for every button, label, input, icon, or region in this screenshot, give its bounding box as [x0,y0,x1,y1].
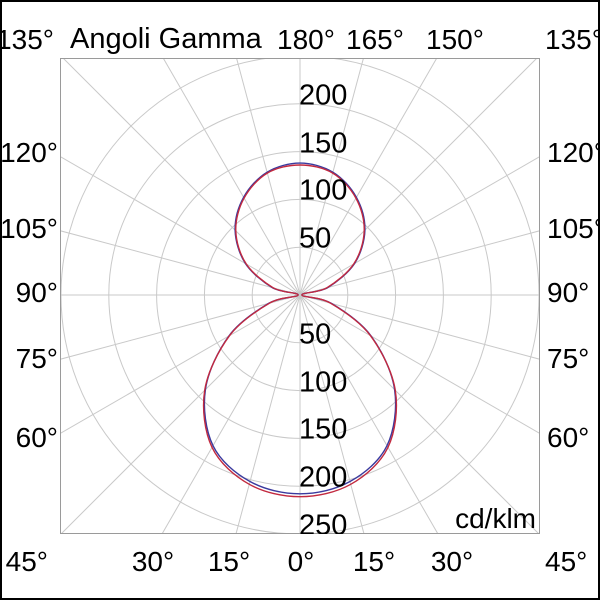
angle-tick-label: 15° [207,546,251,577]
polar-grid-and-curves [60,58,540,534]
radial-tick-label: 50 [299,222,332,255]
angle-tick-label: 90° [547,277,590,308]
angle-tick-label: 90° [15,277,58,308]
angle-tick-label: 165° [346,24,404,55]
plot-area: 250 200 150 100 50 50 100 150 200 250 cd/klm [60,58,540,534]
angle-tick-label: 15° [352,546,396,577]
unit-label: cd/klm [455,503,536,534]
chart-title: Angoli Gamma [70,23,262,55]
angle-tick-label: 120° [0,137,58,168]
angle-tick-label: 30° [430,546,474,577]
angle-tick-label: 60° [547,422,590,453]
angle-tick-label: 150° [426,24,484,55]
angle-tick-label: 30° [131,546,175,577]
radial-tick-label: 200 [299,461,348,494]
radial-tick-label: 150 [299,413,348,446]
radial-tick-label: 50 [299,318,332,351]
red-curve [202,164,398,498]
angle-tick-label: 75° [15,343,58,374]
angle-tick-label: 135° [0,24,54,55]
angle-tick-label: 135° [545,24,600,55]
radial-tick-label: 250 [299,58,347,63]
radial-tick-label: 100 [299,366,348,399]
angle-tick-label: 45° [5,546,48,577]
angle-tick-label: 180° [277,24,335,55]
angle-tick-label: 75° [547,343,590,374]
radial-tick-label: 150 [299,127,348,160]
angle-tick-label: 60° [15,422,58,453]
angle-tick-label: 0° [287,546,315,577]
angle-tick-label: 45° [545,546,588,577]
angle-tick-label: 120° [547,137,600,168]
radial-tick-label: 250 [299,509,348,534]
radial-tick-label: 100 [299,174,348,207]
angle-tick-label: 105° [0,213,58,244]
angle-tick-label: 105° [547,213,600,244]
radial-tick-label: 200 [299,79,348,112]
